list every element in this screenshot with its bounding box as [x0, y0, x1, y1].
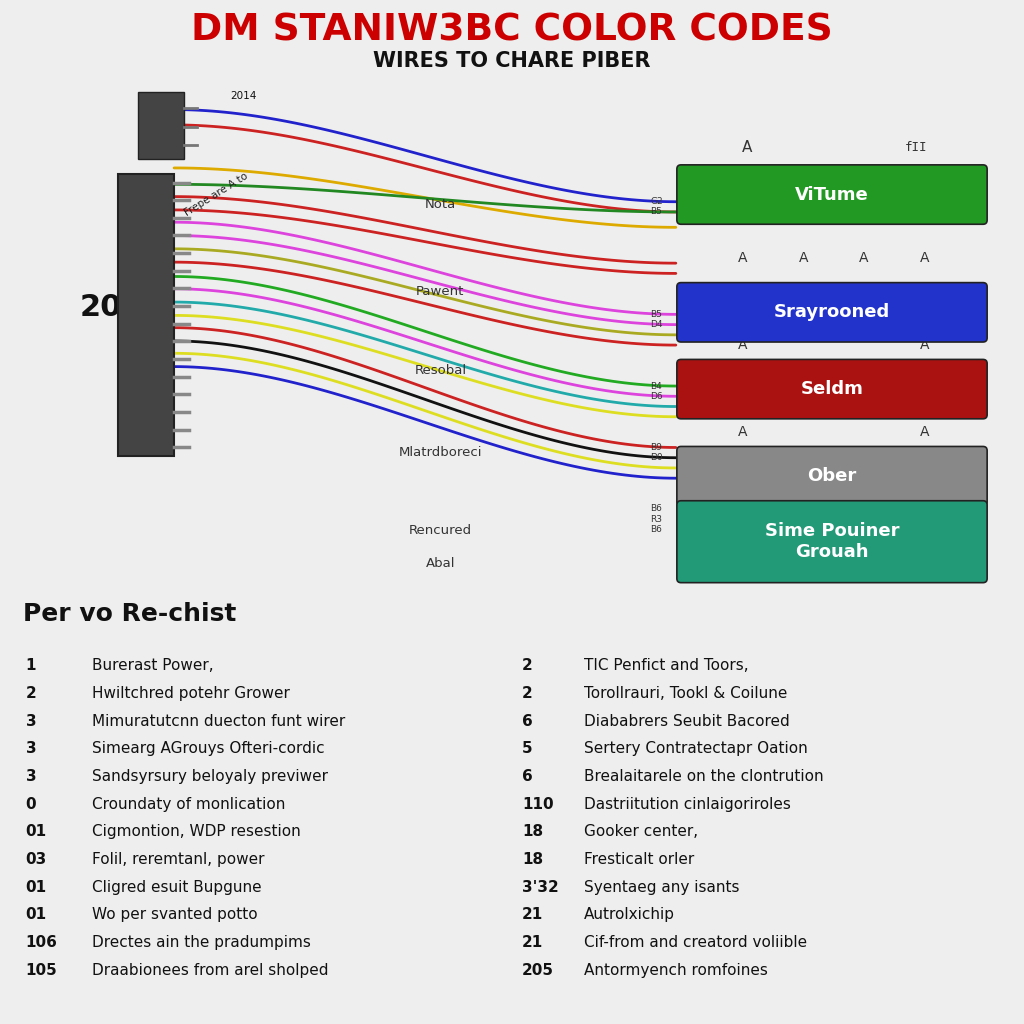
FancyBboxPatch shape	[677, 165, 987, 224]
Text: A: A	[737, 338, 748, 352]
Text: 3: 3	[26, 769, 36, 784]
Text: Ober: Ober	[807, 467, 857, 485]
Text: A: A	[799, 251, 809, 265]
Text: 01: 01	[26, 880, 47, 895]
Text: Burerast Power,: Burerast Power,	[92, 658, 214, 674]
FancyBboxPatch shape	[677, 359, 987, 419]
Text: B6: B6	[650, 525, 663, 534]
Text: Cif-from and creatord voliible: Cif-from and creatord voliible	[584, 935, 807, 950]
Text: Diababrers Seubit Bacored: Diababrers Seubit Bacored	[584, 714, 790, 729]
Text: 3: 3	[26, 741, 36, 757]
Text: A: A	[742, 140, 753, 155]
Text: 106: 106	[26, 935, 57, 950]
Text: 2014: 2014	[230, 91, 257, 101]
Text: B5: B5	[650, 310, 663, 318]
Text: Torollrauri, Tookl & Coilune: Torollrauri, Tookl & Coilune	[584, 686, 787, 701]
Text: B5: B5	[650, 208, 663, 216]
Text: R3: R3	[650, 515, 663, 523]
FancyBboxPatch shape	[677, 283, 987, 342]
Text: A: A	[737, 251, 748, 265]
FancyBboxPatch shape	[677, 501, 987, 583]
Text: 6: 6	[522, 769, 532, 784]
Text: 2: 2	[522, 658, 532, 674]
Text: 18: 18	[522, 824, 544, 840]
FancyBboxPatch shape	[677, 446, 987, 506]
Text: 01: 01	[26, 907, 47, 923]
Text: ViTume: ViTume	[795, 185, 869, 204]
Text: D6: D6	[650, 392, 663, 400]
Text: Rencured: Rencured	[409, 524, 472, 537]
Text: Cligred esuit Bupgune: Cligred esuit Bupgune	[92, 880, 262, 895]
Text: Frepe are A to: Frepe are A to	[182, 171, 250, 218]
Text: B9: B9	[650, 443, 663, 452]
Text: Nota: Nota	[425, 199, 456, 211]
Text: Cigmontion, WDP resestion: Cigmontion, WDP resestion	[92, 824, 301, 840]
Text: Antormyench romfoines: Antormyench romfoines	[584, 963, 768, 978]
Text: 3: 3	[26, 714, 36, 729]
Text: 21: 21	[522, 935, 544, 950]
Text: A: A	[920, 251, 930, 265]
Text: Pawent: Pawent	[416, 286, 465, 298]
Text: Gooker center,: Gooker center,	[584, 824, 697, 840]
Text: Syentaeg any isants: Syentaeg any isants	[584, 880, 739, 895]
Text: Wo per svanted potto: Wo per svanted potto	[92, 907, 258, 923]
Text: Croundaty of monlication: Croundaty of monlication	[92, 797, 286, 812]
Text: fII: fII	[905, 141, 928, 154]
Text: 21: 21	[522, 907, 544, 923]
Text: Dastriitution cinlaigoriroles: Dastriitution cinlaigoriroles	[584, 797, 791, 812]
Text: DM STANIW3BC COLOR CODES: DM STANIW3BC COLOR CODES	[191, 12, 833, 49]
Text: Simearg AGrouys Ofteri-cordic: Simearg AGrouys Ofteri-cordic	[92, 741, 325, 757]
Text: D4: D4	[650, 321, 663, 329]
Text: 3'32: 3'32	[522, 880, 559, 895]
Text: 105: 105	[26, 963, 57, 978]
Text: Mlatrdboreci: Mlatrdboreci	[398, 446, 482, 459]
Text: G2: G2	[650, 198, 663, 206]
Text: Abal: Abal	[426, 557, 455, 569]
Text: A: A	[920, 338, 930, 352]
Bar	[138, 92, 184, 159]
Text: Seldm: Seldm	[801, 380, 863, 398]
Text: Sertery Contratectapr Oation: Sertery Contratectapr Oation	[584, 741, 808, 757]
Text: Drectes ain the pradumpims: Drectes ain the pradumpims	[92, 935, 311, 950]
Text: Hwiltchred potehr Grower: Hwiltchred potehr Grower	[92, 686, 290, 701]
Text: A: A	[737, 425, 748, 439]
Text: 110: 110	[522, 797, 554, 812]
Text: D0: D0	[650, 454, 663, 462]
Text: Mimuratutcnn duecton funt wirer: Mimuratutcnn duecton funt wirer	[92, 714, 345, 729]
Text: 1: 1	[26, 658, 36, 674]
Text: 5: 5	[522, 741, 532, 757]
Text: Sandsyrsury beloyaly previwer: Sandsyrsury beloyaly previwer	[92, 769, 328, 784]
Text: Resobal: Resobal	[415, 365, 466, 377]
Text: 205: 205	[80, 293, 143, 322]
Bar	[118, 174, 174, 456]
Text: A: A	[858, 251, 868, 265]
Text: 205: 205	[522, 963, 554, 978]
Text: Brealaitarele on the clontrution: Brealaitarele on the clontrution	[584, 769, 823, 784]
Text: Sime Pouiner
Grouah: Sime Pouiner Grouah	[765, 522, 899, 561]
Text: Autrolxichip: Autrolxichip	[584, 907, 675, 923]
Text: B4: B4	[650, 382, 662, 390]
Text: 03: 03	[26, 852, 47, 867]
Text: 0: 0	[26, 797, 36, 812]
Text: 6: 6	[522, 714, 532, 729]
Text: Folil, reremtanl, power: Folil, reremtanl, power	[92, 852, 264, 867]
Text: 2: 2	[522, 686, 532, 701]
Text: TIC Penfict and Toors,: TIC Penfict and Toors,	[584, 658, 749, 674]
Text: B6: B6	[650, 505, 663, 513]
Text: WIRES TO CHARE PIBER: WIRES TO CHARE PIBER	[374, 51, 650, 72]
Text: 18: 18	[522, 852, 544, 867]
Text: A: A	[920, 425, 930, 439]
Text: Draabionees from arel sholped: Draabionees from arel sholped	[92, 963, 329, 978]
Text: Srayrooned: Srayrooned	[774, 303, 890, 322]
Text: Per vo Re-chist: Per vo Re-chist	[23, 602, 236, 626]
Text: 01: 01	[26, 824, 47, 840]
Text: Fresticalt orler: Fresticalt orler	[584, 852, 694, 867]
Text: 2: 2	[26, 686, 36, 701]
